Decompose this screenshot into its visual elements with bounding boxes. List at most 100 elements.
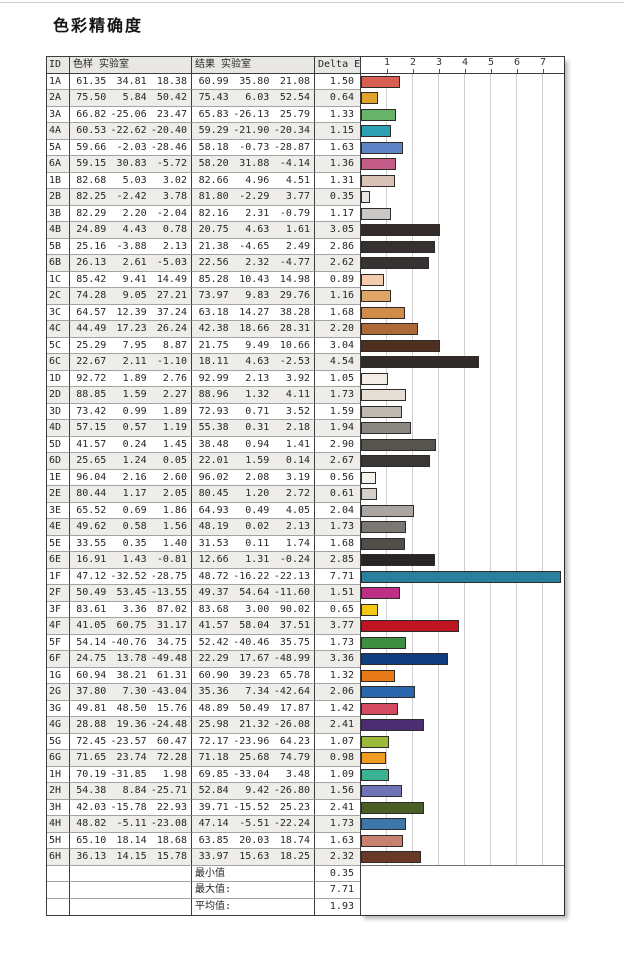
x-axis-tick-label: 2 — [409, 57, 417, 68]
result-lab-values: 25.98 21.32 -26.08 — [191, 717, 314, 734]
lab-value: 60.99 — [198, 75, 229, 87]
lab-value: -0.79 — [279, 207, 311, 219]
lab-value: 2.20 — [122, 207, 147, 219]
lab-value: 82.66 — [198, 174, 229, 186]
patch-id: 2A — [47, 90, 69, 107]
result-lab-values: 48.19 0.02 2.13 — [191, 519, 314, 536]
result-lab-values: 22.01 1.59 0.14 — [191, 453, 314, 470]
lab-value: -2.42 — [116, 191, 147, 202]
lab-value: 41.57 — [76, 438, 107, 450]
sample-lab-values: 47.12 -32.52 -28.75 — [69, 568, 191, 585]
lab-value: 38.48 — [198, 438, 229, 450]
chart-row — [360, 634, 564, 651]
summary-row: 最小值 0.35 — [47, 865, 564, 882]
lab-value: 22.29 — [198, 653, 229, 664]
lab-value: 60.75 — [116, 620, 147, 631]
lab-value: 82.25 — [76, 191, 107, 202]
lab-value: -28.46 — [150, 141, 187, 153]
patch-id: 1H — [47, 767, 69, 783]
patch-id: 5B — [47, 239, 69, 255]
table-row: 6A 59.15 30.83 -5.72 58.20 31.88 -4.14 1.36 — [47, 156, 564, 173]
summary-label: 最小值 — [191, 865, 314, 882]
table-row: 1G 60.94 38.21 61.31 60.90 39.23 65.78 1.32 — [47, 667, 564, 684]
delta-e-value: 1.50 — [314, 73, 360, 90]
table-row: 6B 26.13 2.61 -5.03 22.56 2.32 -4.77 2.62 — [47, 255, 564, 272]
chart-row — [360, 387, 564, 404]
table-row: 3F 83.61 3.36 87.02 83.68 3.00 90.02 0.65 — [47, 601, 564, 618]
lab-value: 1.43 — [122, 554, 147, 565]
lab-value: 18.25 — [279, 851, 311, 862]
chart-row — [360, 189, 564, 206]
chart-row — [360, 337, 564, 354]
delta-e-value: 2.32 — [314, 849, 360, 866]
lab-value: 92.72 — [76, 372, 107, 384]
lab-value: 2.11 — [122, 356, 147, 367]
delta-bar — [361, 224, 441, 236]
lab-value: 48.72 — [198, 570, 229, 582]
patch-id: 6D — [47, 453, 69, 470]
delta-e-value: 1.36 — [314, 156, 360, 173]
lab-value: 0.05 — [162, 455, 187, 466]
sample-lab-values: 74.28 9.05 27.21 — [69, 288, 191, 305]
lab-value: -33.04 — [233, 768, 270, 780]
table-row: 4F 41.05 60.75 31.17 41.57 58.04 37.51 3.77 — [47, 618, 564, 635]
lab-value: 1.24 — [122, 455, 147, 466]
delta-e-value: 0.65 — [314, 601, 360, 618]
lab-value: 0.78 — [162, 224, 187, 235]
chart-empty-row — [360, 898, 564, 915]
lab-value: 0.99 — [122, 405, 147, 417]
chart-row — [360, 453, 564, 470]
lab-value: 88.96 — [198, 389, 229, 400]
lab-value: 34.75 — [156, 636, 187, 648]
lab-value: 9.41 — [122, 273, 147, 285]
delta-bar — [361, 603, 378, 616]
lab-value: 26.13 — [76, 257, 107, 268]
lab-value: 38.21 — [116, 669, 147, 681]
lab-value: 3.48 — [285, 768, 311, 780]
table-row: 3H 42.03 -15.78 22.93 39.71 -15.52 25.23 2.41 — [47, 799, 564, 816]
lab-value: 34.81 — [116, 75, 147, 87]
delta-e-value: 1.42 — [314, 700, 360, 717]
lab-value: 3.78 — [162, 191, 187, 202]
patch-id: 1C — [47, 272, 69, 288]
chart-row — [360, 849, 564, 866]
sample-lab-values: 36.13 14.15 15.78 — [69, 849, 191, 866]
lab-value: 1.40 — [162, 537, 187, 549]
delta-e-value: 7.71 — [314, 568, 360, 585]
lab-value: 60.94 — [76, 669, 107, 681]
lab-value: 3.19 — [285, 471, 311, 483]
table-row: 4D 57.15 0.57 1.19 55.38 0.31 2.18 1.94 — [47, 420, 564, 437]
lab-value: 19.36 — [116, 719, 147, 730]
delta-e-value: 1.56 — [314, 783, 360, 800]
result-lab-values: 72.17 -23.96 64.23 — [191, 733, 314, 750]
patch-id: 3H — [47, 800, 69, 816]
patch-id: 4H — [47, 816, 69, 833]
summary-value: 7.71 — [314, 882, 360, 899]
lab-value: 3.52 — [285, 405, 311, 417]
lab-value: 58.18 — [198, 141, 229, 153]
lab-value: 74.79 — [279, 752, 311, 763]
lab-value: 1.89 — [122, 372, 147, 384]
sample-lab-values: 48.82 -5.11 -23.08 — [69, 816, 191, 833]
delta-bar — [361, 735, 389, 748]
lab-value: 2.18 — [285, 422, 311, 433]
lab-value: 0.02 — [245, 521, 270, 532]
chart-row — [360, 816, 564, 833]
lab-value: 9.42 — [245, 785, 270, 796]
chart-row — [360, 403, 564, 420]
delta-e-value: 2.67 — [314, 453, 360, 470]
lab-value: -13.55 — [150, 587, 187, 598]
lab-value: 0.57 — [122, 422, 147, 433]
delta-bar — [361, 488, 377, 500]
patch-id: 6C — [47, 354, 69, 371]
table-row: 6C 22.67 2.11 -1.10 18.11 4.63 -2.53 4.54 — [47, 354, 564, 371]
lab-value: 23.74 — [116, 752, 147, 763]
lab-value: 1.61 — [285, 224, 311, 235]
patch-id: 3B — [47, 206, 69, 222]
delta-bar — [361, 75, 400, 88]
lab-value: 52.84 — [198, 785, 229, 796]
delta-e-value: 1.73 — [314, 387, 360, 404]
patch-id: 1A — [47, 74, 69, 90]
summary-empty-sample — [69, 898, 191, 915]
